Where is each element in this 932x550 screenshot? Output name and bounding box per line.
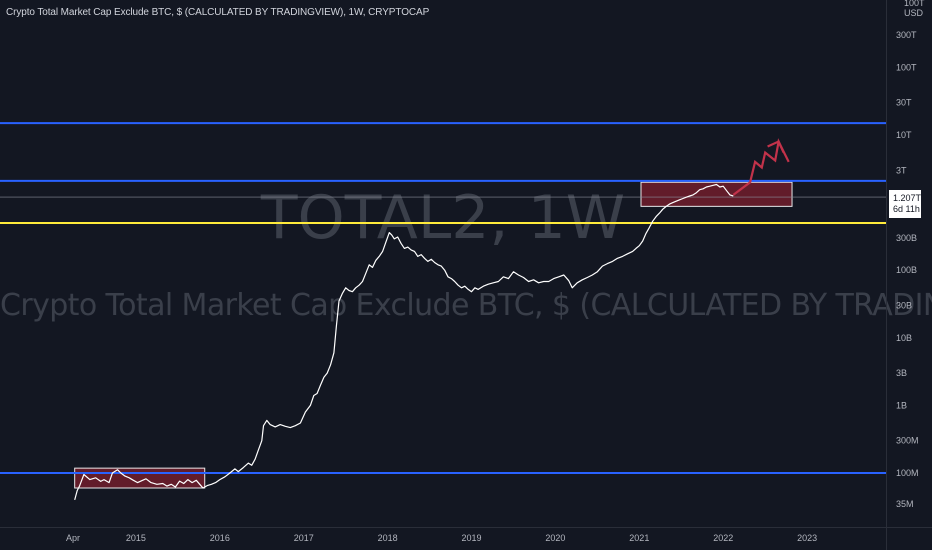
chart-title: Crypto Total Market Cap Exclude BTC, $ (… xyxy=(6,7,430,18)
y-tick-label-5: 3T xyxy=(896,165,907,175)
highlight-zone-2 xyxy=(640,181,793,207)
y-unit-label-2: USD xyxy=(904,8,924,18)
y-tick-label-14: 35M xyxy=(896,499,914,509)
current-price-label: 1.207T 6d 11h xyxy=(889,190,921,218)
current-price-value: 1.207T xyxy=(893,193,922,203)
candle-countdown: 6d 11h xyxy=(893,204,920,214)
x-tick-label-7: 2020 xyxy=(545,533,565,543)
y-tick-label-3: 30T xyxy=(896,98,912,108)
x-tick-label-2: 2015 xyxy=(126,533,146,543)
watermark-symbol: TOTAL2, 1W xyxy=(260,183,626,253)
x-tick-label-4: 2017 xyxy=(294,533,314,543)
projection-arrow xyxy=(732,138,790,196)
watermark-description: Crypto Total Market Cap Exclude BTC, $ (… xyxy=(0,288,932,323)
y-tick-label-13: 100M xyxy=(896,468,919,478)
x-tick-label-10: 2023 xyxy=(797,533,817,543)
y-tick-label-4: 10T xyxy=(896,130,912,140)
x-tick-label-5: 2018 xyxy=(378,533,398,543)
x-tick-label-8: 2021 xyxy=(629,533,649,543)
x-tick-label-9: 2022 xyxy=(713,533,733,543)
x-tick-label-6: 2019 xyxy=(462,533,482,543)
y-tick-label-6: 300B xyxy=(896,233,917,243)
x-tick-label-1: Apr xyxy=(66,533,80,543)
y-tick-label-8: 30B xyxy=(896,301,912,311)
y-tick-label-12: 300M xyxy=(896,436,919,446)
y-unit-label-1: 100T xyxy=(904,0,925,8)
y-tick-label-2: 100T xyxy=(896,62,917,72)
y-tick-label-9: 10B xyxy=(896,333,912,343)
y-tick-label-1: 300T xyxy=(896,30,917,40)
price-series-line xyxy=(74,183,734,501)
y-tick-label-10: 3B xyxy=(896,368,907,378)
y-tick-label-11: 1B xyxy=(896,400,907,410)
projection-arrow-head xyxy=(767,140,785,154)
y-tick-label-7: 100B xyxy=(896,265,917,275)
x-tick-label-3: 2016 xyxy=(210,533,230,543)
